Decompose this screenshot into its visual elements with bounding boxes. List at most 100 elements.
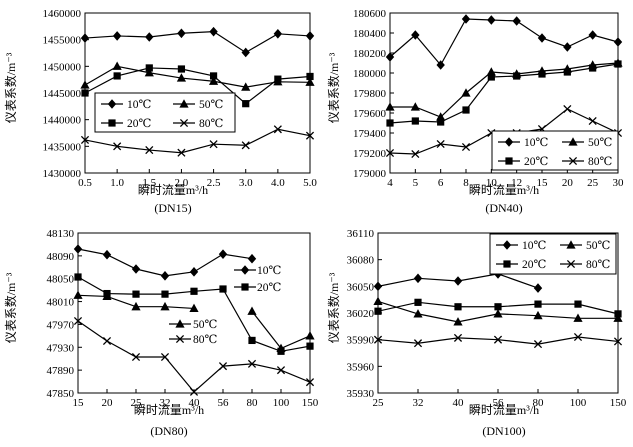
legend-marker-square [108,119,116,127]
xtick-label-dn40: 4 [387,177,393,189]
data-point-x-dn80 [160,352,170,362]
xtick-label-dn80: 150 [302,397,319,409]
data-point-triangle-dn80 [160,301,170,311]
data-point-square-dn15 [177,65,186,73]
data-point-diamond-dn100 [373,281,383,292]
series-line-diamond-dn40 [389,18,619,67]
data-point-triangle-dn40 [410,102,420,111]
data-point-x-dn100 [533,340,543,349]
data-point-x-dn80 [131,352,141,362]
legend-marker-x [175,334,185,344]
data-point-square-dn100 [614,310,622,318]
data-point-diamond-dn80 [131,264,141,274]
data-point-square-dn15 [274,75,282,83]
data-point-x-dn15 [177,148,186,157]
data-point-diamond-dn15 [80,33,90,43]
legend-label-diamond: 10℃ [127,99,152,111]
legend-label-x: 80℃ [586,259,611,271]
ytick-label-dn40: 179400 [353,128,387,140]
data-point-diamond-dn100 [533,283,543,293]
data-point-diamond-dn15 [305,31,315,41]
xtick-label-dn40: 20 [562,177,574,189]
xtick-label-dn80: 56 [218,397,230,409]
ytick-label-dn80: 47850 [47,388,75,400]
xtick-label-dn40: 15 [537,177,549,189]
data-point-diamond-dn40 [563,42,572,52]
ytick-label-dn15: 1445000 [43,88,82,100]
data-point-triangle-dn100 [533,310,543,320]
data-point-triangle-dn15 [208,76,219,85]
xlabel-dn80: 瞬时流量m³/h [134,403,204,417]
data-point-diamond-dn40 [512,16,521,26]
panel-dn40: (DN40) 瞬时流量m³/h 仪表系数/m⁻³ 179000 179200 179… [326,8,624,215]
series-line-square-dn40 [389,63,619,124]
data-point-x-dn40 [588,116,597,126]
legend-label-square: 20℃ [524,156,549,168]
xtick-label-dn15: 2.0 [175,177,189,189]
legend-marker-square [505,157,513,165]
data-point-x-dn100 [413,339,423,348]
legend-label-square: 20℃ [257,282,282,294]
xtick-label-dn80: 20 [102,397,114,409]
xtick-label-dn100: 25 [373,397,385,409]
data-point-square-dn80 [306,342,314,350]
data-point-x-dn80 [102,336,112,346]
xtick-label-dn100: 100 [570,397,587,409]
data-point-x-dn100 [613,337,623,346]
data-point-x-dn100 [493,335,503,344]
xlabel-dn100: 瞬时流量m³/h [469,403,539,417]
data-point-square-dn40 [513,72,521,80]
data-point-x-dn40 [436,139,445,149]
xtick-label-dn15: 0.5 [78,177,92,189]
caption-dn100: (DN100) [482,424,525,438]
xtick-label-dn100: 40 [453,397,465,409]
data-point-square-dn80 [248,336,256,345]
xtick-label-dn80: 40 [189,397,201,409]
data-point-square-dn40 [563,68,571,76]
data-point-square-dn15 [242,100,250,108]
xtick-label-dn15: 5.0 [303,177,317,189]
legend-marker-x [566,259,576,269]
data-point-x-dn15 [80,135,90,144]
legend-label-square: 20℃ [522,259,547,271]
xtick-label-dn80: 100 [273,397,290,409]
data-point-square-dn15 [81,89,89,97]
data-point-square-dn80 [219,285,227,293]
xtick-label-dn15: 1.5 [142,177,156,189]
data-point-square-dn100 [414,298,422,306]
data-point-diamond-dn80 [73,244,83,254]
data-point-diamond-dn40 [537,33,547,43]
legend-label-x: 80℃ [193,334,218,346]
data-point-diamond-dn15 [241,47,250,58]
ytick-label-dn15: 1430000 [43,168,82,180]
legend-marker-square [503,260,511,268]
data-point-square-dn40 [487,73,495,81]
data-point-square-dn80 [74,273,82,281]
data-point-x-dn15 [113,142,122,151]
ylabel-dn15: 仪表系数/m⁻³ [3,52,18,123]
data-point-square-dn40 [411,117,419,125]
data-point-square-dn80 [161,290,169,298]
data-point-diamond-dn40 [385,52,395,62]
legend-marker-diamond [504,137,514,147]
ytick-label-dn40: 180600 [353,8,387,20]
legend-label-triangle: 50℃ [199,99,224,111]
ytick-label-dn15: 1450000 [43,61,82,73]
legend-label-square: 20℃ [127,118,152,130]
data-point-triangle-dn80 [102,291,112,301]
legend-marker-diamond [107,99,117,109]
xtick-label-dn40: 12 [511,177,522,189]
xtick-label-dn40: 8 [463,177,469,189]
legend-marker-square [241,283,249,291]
ytick-label-dn15: 1435000 [43,141,82,153]
data-point-x-dn80 [247,359,257,368]
data-point-square-dn100 [534,300,542,308]
data-point-x-dn100 [453,333,463,342]
ytick-label-dn40: 179600 [353,108,387,120]
legend-label-diamond: 10℃ [257,265,282,277]
ytick-label-dn100: 35960 [347,361,375,373]
data-point-square-dn15 [306,72,314,81]
ytick-label-dn40: 180400 [353,28,387,40]
data-point-x-dn80 [73,316,83,326]
xtick-label-dn40: 30 [613,177,625,189]
